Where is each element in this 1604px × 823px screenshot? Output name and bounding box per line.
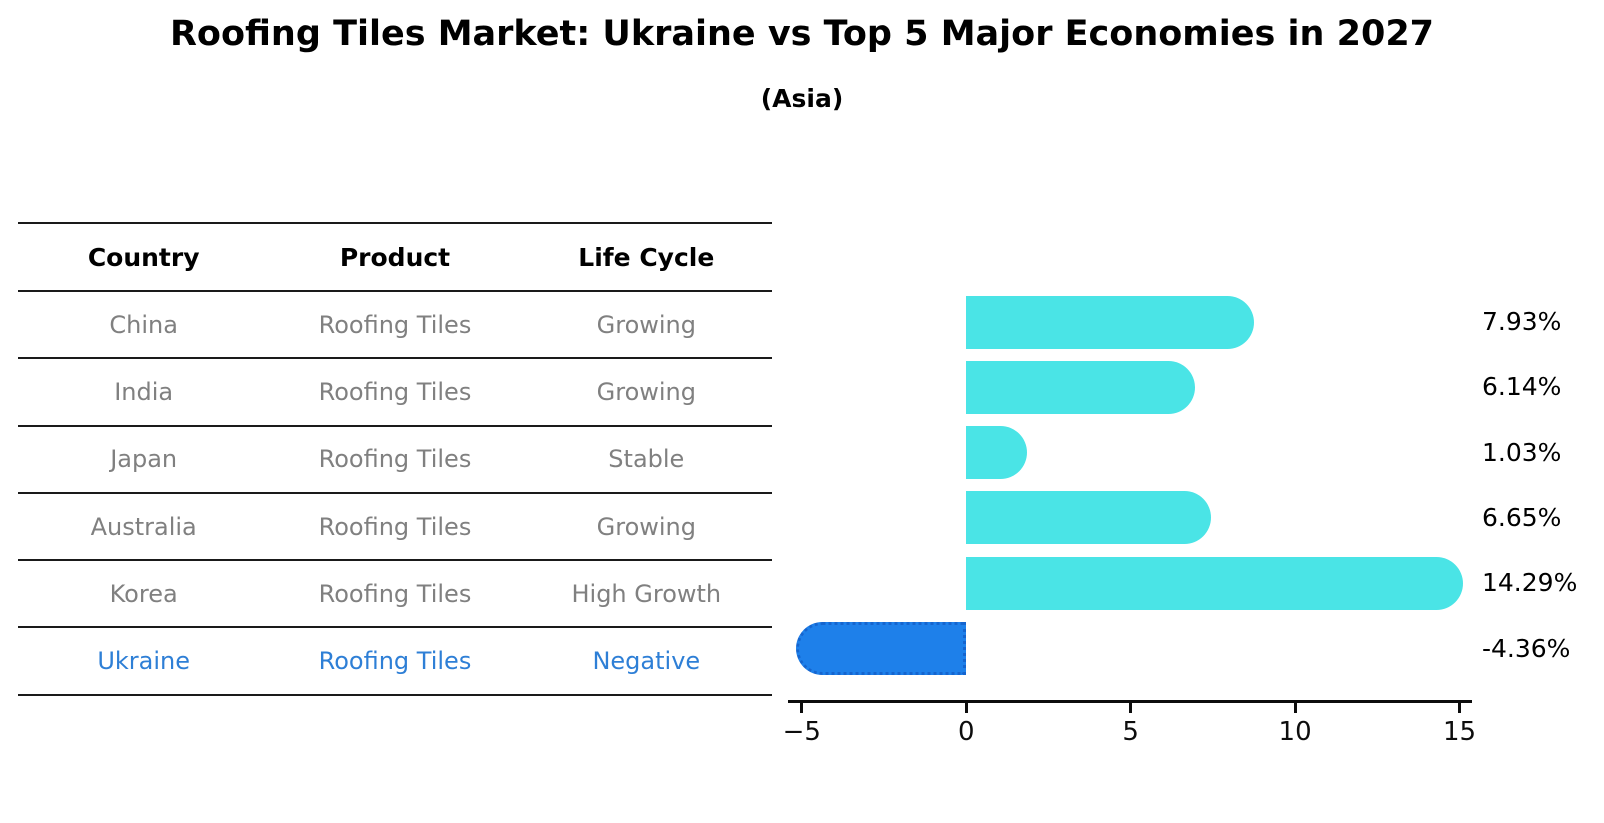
table-cell-life-cycle: Growing: [596, 310, 696, 339]
table-cell-life-cycle: Stable: [608, 445, 685, 474]
table-cell-country: Korea: [109, 579, 178, 608]
table-row-china: China Roofing Tiles Growing: [18, 290, 772, 357]
table-header-row: Country Product Life Cycle: [18, 222, 772, 290]
bar-ukraine: [796, 622, 967, 675]
x-axis-tick-label: 5: [1122, 717, 1139, 747]
bar-china: [966, 295, 1254, 349]
x-axis-tick-label: 15: [1442, 717, 1477, 747]
x-axis-tick-label: 10: [1278, 717, 1312, 747]
x-axis-tick-label: −5: [782, 717, 821, 747]
bar-value-label-korea: 14.29%: [1482, 568, 1578, 598]
table-cell-life-cycle: Negative: [592, 647, 701, 676]
table-header-life-cycle: Life Cycle: [578, 242, 715, 272]
chart-subtitle: (Asia): [760, 84, 844, 113]
bar-australia: [966, 491, 1212, 545]
table-cell-life-cycle: Growing: [596, 377, 696, 406]
bar-value-label-australia: 6.65%: [1482, 502, 1562, 532]
x-axis-tick: [964, 703, 968, 713]
table-header-product: Product: [339, 242, 451, 272]
x-axis-tick-label: 0: [957, 717, 975, 747]
table-cell-product: Roofing Tiles: [318, 512, 472, 541]
table-cell-product: Roofing Tiles: [318, 445, 472, 474]
table-cell-country: Australia: [90, 512, 197, 541]
table-row-australia: Australia Roofing Tiles Growing: [18, 491, 772, 559]
bar-value-label-india: 6.14%: [1482, 372, 1562, 402]
country-info-table: Country Product Life Cycle China Roofing…: [18, 222, 772, 696]
table-row-japan: Japan Roofing Tiles Stable: [18, 424, 772, 492]
table-cell-life-cycle: Growing: [596, 512, 696, 541]
table-cell-life-cycle: High Growth: [571, 579, 722, 608]
table-cell-product: Roofing Tiles: [318, 647, 472, 676]
bar-value-label-china: 7.93%: [1482, 307, 1562, 336]
bar-india: [966, 360, 1195, 414]
x-axis-line: [788, 700, 1472, 703]
bar-value-label-ukraine: -4.36%: [1482, 633, 1571, 663]
table-cell-country: China: [109, 310, 178, 339]
table-cell-country: India: [114, 377, 174, 406]
chart-title: Roofing Tiles Market: Ukraine vs Top 5 M…: [169, 14, 1435, 54]
bar-korea: [966, 556, 1463, 610]
table-cell-product: Roofing Tiles: [318, 377, 472, 406]
table-cell-product: Roofing Tiles: [318, 310, 472, 339]
table-row-ukraine: Ukraine Roofing Tiles Negative: [18, 626, 772, 696]
bar-chart: 7.93% 6.14% 1.03% 6.65% 14.29% -4.36% −5 0 5 10 15: [783, 270, 1577, 747]
bar-value-label-japan: 1.03%: [1482, 437, 1562, 467]
table-row-india: India Roofing Tiles Growing: [18, 357, 772, 424]
table-row-korea: Korea Roofing Tiles High Growth: [18, 559, 772, 626]
x-axis-tick: [1458, 703, 1461, 713]
x-axis-tick: [800, 703, 804, 713]
table-cell-country: Ukraine: [97, 647, 190, 676]
bar-japan: [966, 426, 1027, 480]
table-cell-product: Roofing Tiles: [318, 579, 472, 608]
x-axis-tick: [1129, 703, 1133, 713]
table-cell-country: Japan: [110, 445, 178, 474]
table-header-country: Country: [87, 242, 200, 272]
x-axis-tick: [1293, 703, 1297, 713]
